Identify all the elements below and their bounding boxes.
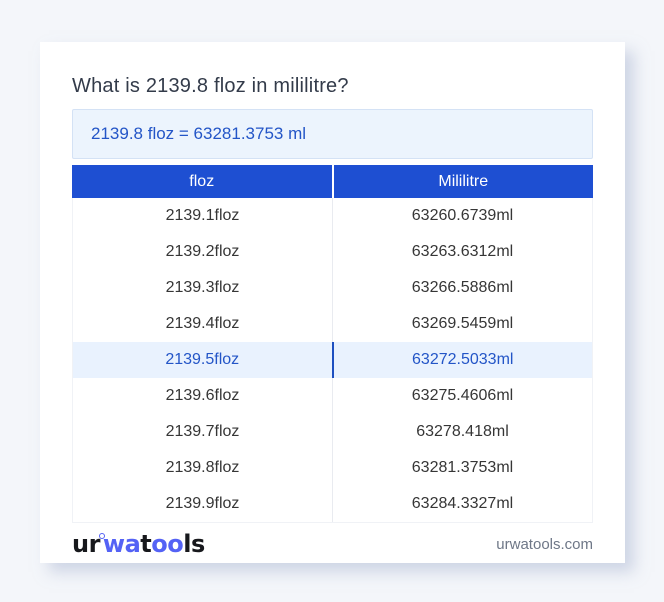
mililitre-cell: 63284.3327ml	[332, 486, 592, 522]
table-row: 2139.3floz 63266.5886ml	[73, 270, 592, 306]
floz-cell: 2139.5floz	[165, 351, 240, 368]
mililitre-cell: 63278.418ml	[332, 414, 592, 450]
table-row: 2139.2floz 63263.6312ml	[73, 234, 592, 270]
urwatools-logo[interactable]: ur watools	[72, 532, 205, 556]
mililitre-cell: 63266.5886ml	[332, 270, 592, 306]
floz-cell: 2139.7floz	[165, 423, 240, 440]
mililitre-cell: 63260.6739ml	[332, 198, 592, 234]
table-header-floz: floz	[189, 172, 215, 190]
floz-cell: 2139.3floz	[165, 279, 240, 296]
table-row: 2139.6floz 63275.4606ml	[73, 378, 592, 414]
footer-site-url: urwatools.com	[496, 535, 593, 553]
table-row: 2139.8floz 63281.3753ml	[73, 450, 592, 486]
table-row: 2139.4floz 63269.5459ml	[73, 306, 592, 342]
conversion-card: What is 2139.8 floz in mililitre? 2139.8…	[40, 42, 625, 563]
mililitre-cell: 63263.6312ml	[332, 234, 592, 270]
table-row: 2139.7floz 63278.418ml	[73, 414, 592, 450]
conversion-table-body: 2139.1floz 63260.6739ml 2139.2floz 63263…	[72, 198, 593, 523]
conversion-result-box: 2139.8 floz = 63281.3753 ml	[72, 109, 593, 159]
table-row: 2139.9floz 63284.3327ml	[73, 486, 592, 522]
logo-ring-icon	[98, 533, 105, 539]
table-row: 2139.5floz 63272.5033ml	[73, 342, 592, 378]
footer: ur watools urwatools.com	[72, 523, 593, 565]
table-header-row: floz Mililitre	[72, 165, 593, 198]
floz-cell: 2139.2floz	[165, 243, 240, 260]
logo-segment-t: t	[140, 530, 152, 558]
mililitre-cell: 63281.3753ml	[332, 450, 592, 486]
mililitre-cell: 63275.4606ml	[332, 378, 592, 414]
floz-cell: 2139.6floz	[165, 387, 240, 404]
floz-cell: 2139.1floz	[165, 207, 240, 224]
conversion-table: floz Mililitre 2139.1floz 63260.6739ml 2…	[72, 165, 593, 523]
logo-segment-oo: oo	[151, 530, 184, 558]
floz-cell: 2139.9floz	[165, 495, 240, 512]
mililitre-cell: 63272.5033ml	[331, 342, 593, 378]
logo-segment-wa: wa	[102, 530, 141, 558]
floz-cell: 2139.4floz	[165, 315, 240, 332]
conversion-result-text: 2139.8 floz = 63281.3753 ml	[91, 124, 307, 143]
page-title: What is 2139.8 floz in mililitre?	[72, 75, 349, 97]
mililitre-cell: 63269.5459ml	[332, 306, 592, 342]
logo-segment-ls: ls	[183, 530, 205, 558]
table-header-mililitre: Mililitre	[331, 165, 594, 198]
logo-segment-ur: ur	[72, 530, 100, 558]
floz-cell: 2139.8floz	[165, 459, 240, 476]
table-row: 2139.1floz 63260.6739ml	[73, 198, 592, 234]
